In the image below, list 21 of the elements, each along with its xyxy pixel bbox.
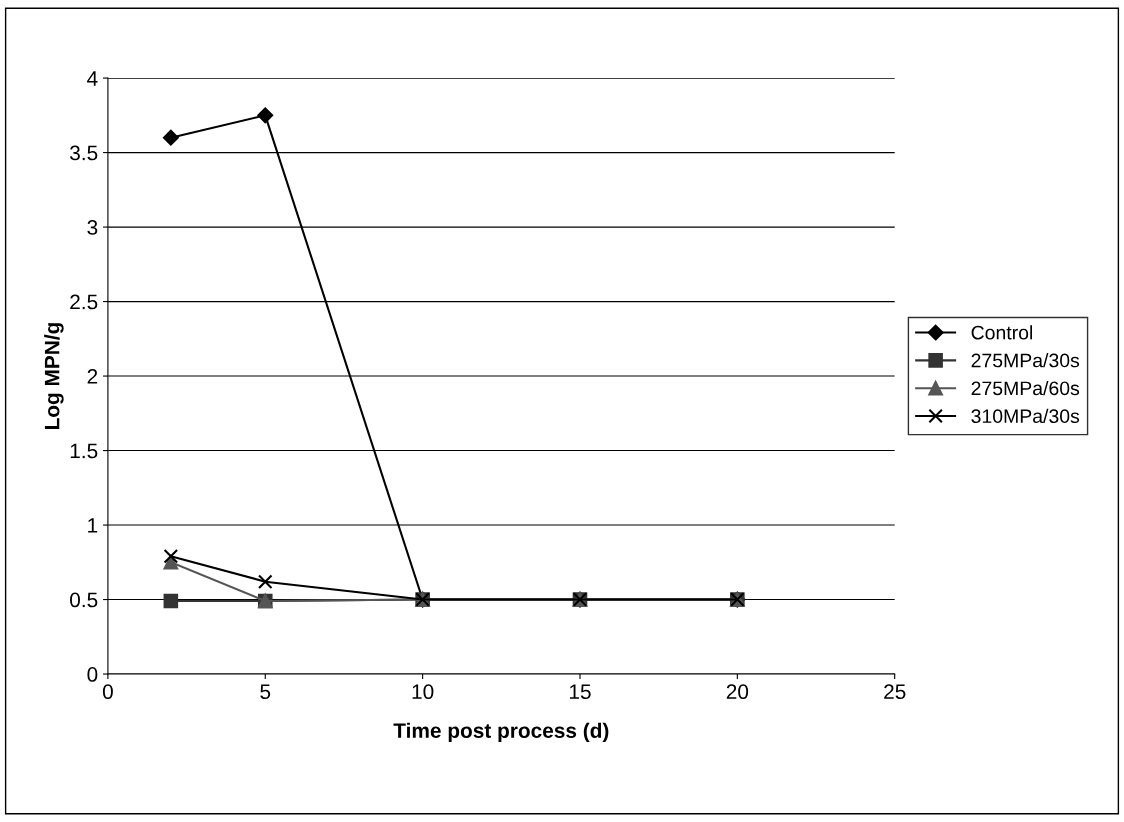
x-tick-label: 10 <box>412 684 434 700</box>
legend-label: 310MPa/30s <box>971 408 1080 424</box>
y-tick-label: 3 <box>87 220 98 235</box>
legend-label: 275MPa/30s <box>971 353 1080 368</box>
y-tick-label: 2.5 <box>70 294 98 310</box>
x-axis-title: Time post process (d) <box>393 722 609 743</box>
y-axis-title: Log MPN/g <box>44 323 64 430</box>
y-tick-label: 4 <box>87 71 98 86</box>
y-tick-label: 3.5 <box>70 145 98 161</box>
y-tick-label: 1 <box>88 518 98 533</box>
y-tick-label: 0.5 <box>70 592 98 608</box>
y-tick-label: 0 <box>87 667 98 682</box>
x-tick-label: 25 <box>884 684 906 700</box>
x-tick-label: 20 <box>726 684 749 700</box>
x-tick-label: 5 <box>260 684 271 700</box>
x-tick-label: 0 <box>102 684 113 700</box>
y-tick-label: 2 <box>87 369 98 384</box>
legend-label: 275MPa/60s <box>971 380 1080 396</box>
legend-label: Control <box>971 325 1033 340</box>
x-tick-label: 15 <box>569 684 591 700</box>
y-tick-label: 1.5 <box>70 443 98 459</box>
